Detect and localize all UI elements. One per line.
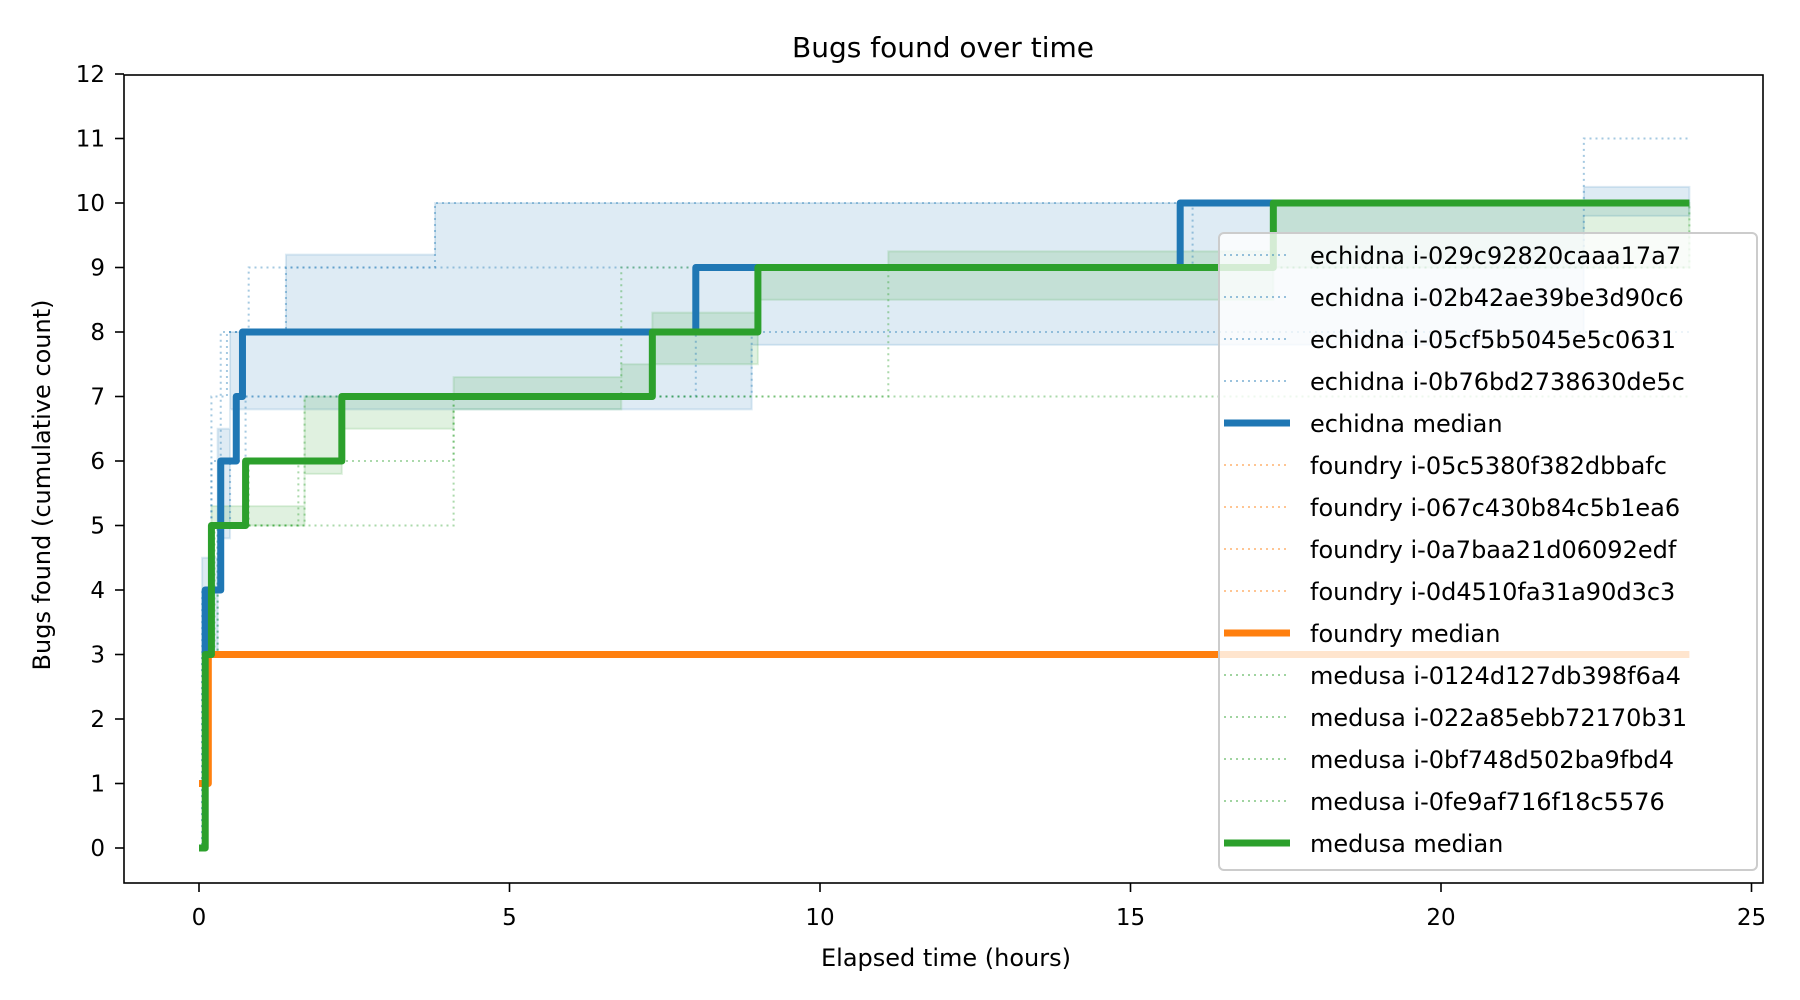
legend-label: medusa i-0fe9af716f18c5576 [1310,788,1665,816]
legend-item: echidna median [1224,410,1503,438]
y-tick-label: 9 [90,256,105,282]
legend-label: medusa i-0bf748d502ba9fbd4 [1310,746,1674,774]
medusa-median-line [199,199,1690,852]
legend-item: medusa i-022a85ebb72170b31 [1224,704,1687,732]
legend-label: foundry i-0d4510fa31a90d3c3 [1310,578,1675,606]
legend-label: echidna i-029c92820caaa17a7 [1310,242,1681,270]
x-axis-label: Elapsed time (hours) [821,944,1071,972]
legend-label: foundry i-05c5380f382dbbafc [1310,452,1667,480]
x-tick-label: 25 [1737,905,1766,931]
axes-frame [123,74,1764,884]
x-axis-ticks: 0 5 10 15 20 25 [192,883,1766,931]
legend-label: echidna median [1310,410,1503,438]
y-tick-label: 4 [90,578,105,604]
legend-label: foundry i-0a7baa21d06092edf [1310,536,1677,564]
x-tick-label: 0 [192,905,207,931]
legend-item: echidna i-029c92820caaa17a7 [1224,242,1681,270]
legend-box [1218,232,1758,871]
legend-label: medusa median [1310,830,1503,858]
y-tick-label: 3 [90,643,105,669]
legend-item: foundry i-0a7baa21d06092edf [1224,536,1677,564]
legend-item: medusa i-0bf748d502ba9fbd4 [1224,746,1674,774]
median-lines [199,199,1690,852]
x-tick-label: 10 [805,905,834,931]
legend-item: echidna i-05cf5b5045e5c0631 [1224,326,1676,354]
y-tick-label: 8 [90,320,105,346]
legend-item: medusa i-0124d127db398f6a4 [1224,662,1681,690]
legend-item: foundry i-05c5380f382dbbafc [1224,452,1667,480]
legend-label: medusa i-0124d127db398f6a4 [1310,662,1681,690]
x-tick-label: 20 [1426,905,1455,931]
legend-label: medusa i-022a85ebb72170b31 [1310,704,1687,732]
legend: echidna i-029c92820caaa17a7 echidna i-02b… [1218,232,1758,871]
legend-item: foundry i-067c430b84c5b1ea6 [1224,494,1680,522]
y-axis-label: Bugs found (cumulative count) [28,300,56,671]
legend-label: echidna i-0b76bd2738630de5c [1310,368,1685,396]
x-tick-label: 15 [1116,905,1145,931]
y-tick-label: 2 [90,707,105,733]
x-tick-label: 5 [502,905,517,931]
legend-item: medusa i-0fe9af716f18c5576 [1224,788,1665,816]
y-tick-label: 1 [90,772,105,798]
y-tick-label: 6 [90,449,105,475]
y-tick-label: 10 [76,191,105,217]
y-tick-label: 11 [76,127,105,153]
legend-label: echidna i-02b42ae39be3d90c6 [1310,284,1684,312]
y-tick-label: 0 [90,836,105,862]
chart-title: Bugs found over time [792,31,1094,64]
legend-item: foundry median [1224,620,1500,648]
y-tick-label: 5 [90,514,105,540]
legend-item: echidna i-02b42ae39be3d90c6 [1224,284,1684,312]
legend-item: foundry i-0d4510fa31a90d3c3 [1224,578,1675,606]
y-tick-label: 12 [76,62,105,88]
legend-item: echidna i-0b76bd2738630de5c [1224,368,1685,396]
legend-label: echidna i-05cf5b5045e5c0631 [1310,326,1676,354]
legend-label: foundry i-067c430b84c5b1ea6 [1310,494,1680,522]
y-tick-label: 7 [90,385,105,411]
legend-label: foundry median [1310,620,1500,648]
legend-item: medusa median [1224,830,1503,858]
echidna-run-line [199,202,1690,849]
